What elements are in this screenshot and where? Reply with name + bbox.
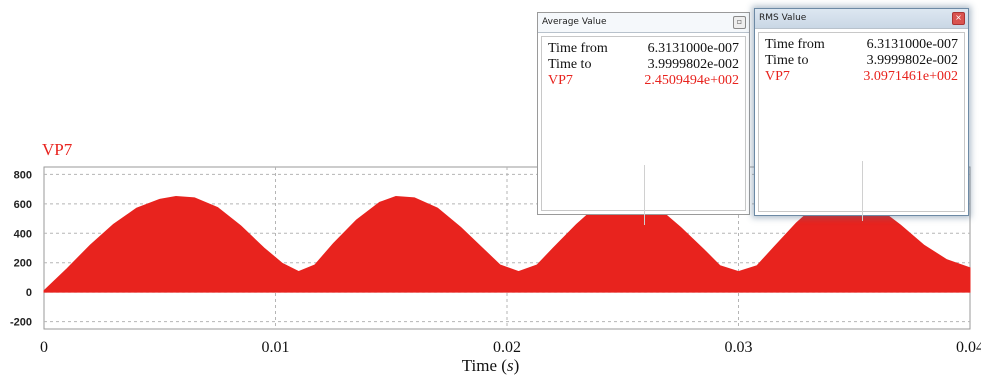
avg-label: Time to	[548, 57, 592, 72]
rms-label: Time from	[765, 37, 825, 52]
x-axis-title-unit: s	[506, 356, 514, 375]
rms-value: 6.3131000e-007	[866, 37, 958, 52]
y-tick-label: 600	[14, 199, 32, 211]
avg-row-time-from: Time from 6.3131000e-007	[548, 41, 739, 57]
cursor-line	[643, 165, 645, 225]
average-value-title: Average Value	[542, 17, 607, 27]
cursor-line	[861, 161, 863, 221]
x-tick-label: 0.01	[262, 339, 290, 356]
maximize-icon[interactable]: ▫	[733, 16, 746, 29]
x-tick-label: 0.03	[725, 339, 753, 356]
rms-value: 3.0971461e+002	[863, 69, 958, 84]
avg-value: 6.3131000e-007	[647, 41, 739, 56]
average-value-panel: Time from 6.3131000e-007 Time to 3.99998…	[541, 36, 746, 225]
average-value-titlebar[interactable]: Average Value ▫	[538, 13, 749, 33]
average-value-window[interactable]: Average Value ▫ Time from 6.3131000e-007…	[537, 12, 750, 225]
rms-label: VP7	[765, 69, 790, 84]
close-icon[interactable]: ×	[952, 12, 965, 25]
y-tick-label: 400	[14, 228, 32, 240]
x-axis-title-suffix: )	[513, 356, 520, 375]
avg-label: VP7	[548, 73, 573, 88]
avg-row-vp7: VP7 2.4509494e+002	[548, 73, 739, 89]
rms-label: Time to	[765, 53, 809, 68]
rms-row-time-to: Time to 3.9999802e-002	[765, 53, 958, 69]
x-tick-label: 0.02	[493, 339, 521, 356]
y-tick-label: 0	[26, 287, 32, 299]
rms-value-titlebar[interactable]: RMS Value ×	[755, 9, 968, 29]
rms-row-vp7: VP7 3.0971461e+002	[765, 69, 958, 85]
avg-value: 2.4509494e+002	[644, 73, 739, 88]
rms-row-time-from: Time from 6.3131000e-007	[765, 37, 958, 53]
y-tick-label: -200	[10, 317, 32, 329]
y-tick-label: 200	[14, 258, 32, 270]
avg-label: Time from	[548, 41, 608, 56]
rms-value-title: RMS Value	[759, 13, 807, 23]
rms-value-panel: Time from 6.3131000e-007 Time to 3.99998…	[758, 32, 965, 221]
y-tick-label: 800	[14, 169, 32, 181]
rms-value-window[interactable]: RMS Value × Time from 6.3131000e-007 Tim…	[754, 8, 969, 221]
rms-value: 3.9999802e-002	[866, 53, 958, 68]
avg-row-time-to: Time to 3.9999802e-002	[548, 57, 739, 73]
x-tick-label: 0.04	[956, 339, 981, 356]
x-axis-title: Time (s)	[0, 356, 981, 376]
avg-value: 3.9999802e-002	[647, 57, 739, 72]
x-axis-title-prefix: Time (	[461, 356, 507, 375]
series-label-vp7: VP7	[42, 140, 73, 159]
x-tick-label: 0	[40, 339, 48, 356]
